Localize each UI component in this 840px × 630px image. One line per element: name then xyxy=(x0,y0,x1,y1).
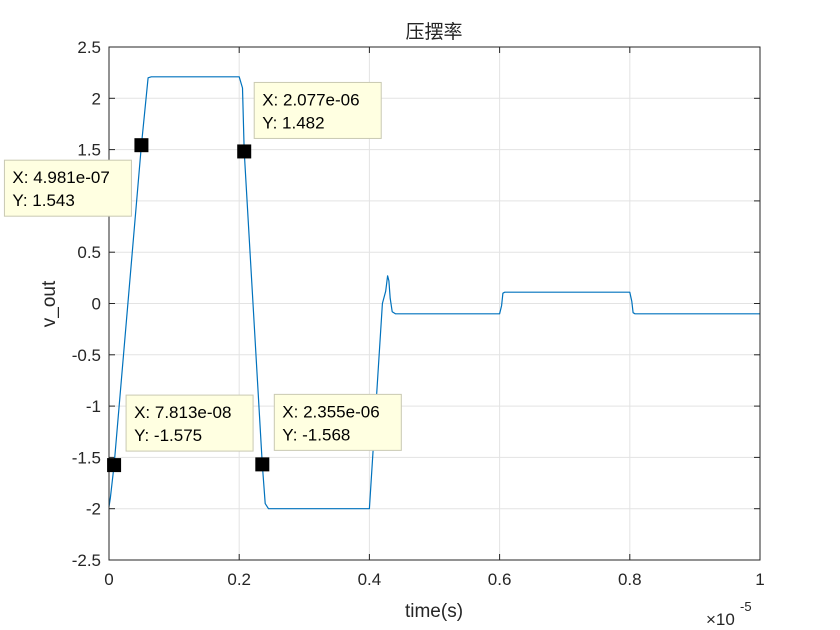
datatip-background xyxy=(3,159,132,217)
y-tick-label: 2.5 xyxy=(77,38,101,57)
datatip-x-text: X: 7.813e-08 xyxy=(134,403,231,422)
axis-ticks: 00.20.40.60.812.521.510.50-0.5-1-1.5-2-2… xyxy=(72,38,765,589)
x-tick-label: 0.4 xyxy=(358,570,382,589)
datatip-background xyxy=(273,393,402,451)
y-tick-label: -1.5 xyxy=(72,448,101,467)
datatip-box[interactable]: X: 2.355e-06 Y: -1.568 xyxy=(273,393,402,451)
datatip-background xyxy=(253,81,382,139)
x-tick-label: 0 xyxy=(104,570,113,589)
series-line xyxy=(108,76,760,510)
datatip-marker[interactable] xyxy=(237,144,252,159)
y-tick-label: -0.5 xyxy=(72,346,101,365)
y-tick-label: -2 xyxy=(86,500,101,519)
datatip-x-text: X: 2.355e-06 xyxy=(282,402,379,421)
chart-title: 压摆率 xyxy=(405,21,462,43)
y-tick-label: -1 xyxy=(86,397,101,416)
x-exponent-base: ×10 xyxy=(706,610,735,629)
datatip-x-text: X: 2.077e-06 xyxy=(262,90,359,109)
axes-box xyxy=(108,46,761,561)
datatip-markers[interactable] xyxy=(107,138,270,473)
datatip-marker[interactable] xyxy=(255,457,270,472)
y-tick-label: 0.5 xyxy=(77,243,101,262)
datatip-marker[interactable] xyxy=(107,458,122,473)
x-axis-label: time(s) xyxy=(405,601,463,622)
datatip-y-text: Y: 1.482 xyxy=(262,113,324,132)
datatip-boxes[interactable]: X: 4.981e-07 Y: 1.543 X: 2.077e-06 Y: 1.482… xyxy=(3,81,402,452)
x-tick-label: 0.8 xyxy=(618,570,642,589)
x-tick-label: 1 xyxy=(755,570,764,589)
y-tick-label: 2 xyxy=(92,89,101,108)
datatip-y-text: Y: 1.543 xyxy=(12,191,74,210)
datatip-marker[interactable] xyxy=(134,138,149,153)
y-tick-label: -2.5 xyxy=(72,551,101,570)
datatip-y-text: Y: -1.568 xyxy=(282,425,350,444)
datatip-background xyxy=(125,394,254,452)
y-axis-label: v_out xyxy=(39,280,60,327)
x-tick-label: 0.6 xyxy=(488,570,512,589)
series-layer xyxy=(108,76,760,510)
x-exponent-power: -5 xyxy=(740,599,752,614)
datatip-box[interactable]: X: 2.077e-06 Y: 1.482 xyxy=(253,81,382,139)
datatip-box[interactable]: X: 4.981e-07 Y: 1.543 xyxy=(3,159,132,217)
y-tick-label: 1.5 xyxy=(77,141,101,160)
datatip-y-text: Y: -1.575 xyxy=(134,426,202,445)
datatip-x-text: X: 4.981e-07 xyxy=(12,168,109,187)
y-tick-label: 0 xyxy=(92,295,101,314)
datatip-box[interactable]: X: 7.813e-08 Y: -1.575 xyxy=(125,394,254,452)
x-tick-label: 0.2 xyxy=(227,570,251,589)
